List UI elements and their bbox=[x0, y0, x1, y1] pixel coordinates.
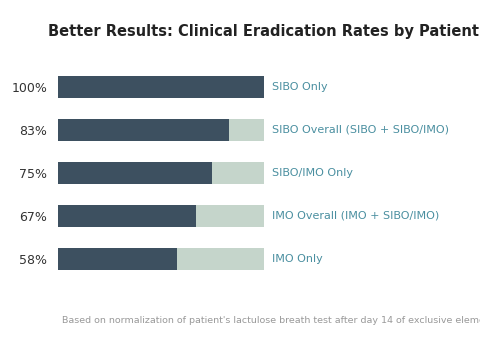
Text: Better Results: Clinical Eradication Rates by Patient Cohort: Better Results: Clinical Eradication Rat… bbox=[48, 24, 480, 39]
Text: SIBO Overall (SIBO + SIBO/IMO): SIBO Overall (SIBO + SIBO/IMO) bbox=[272, 125, 449, 135]
Text: Based on normalization of patient's lactulose breath test after day 14 of exclus: Based on normalization of patient's lact… bbox=[62, 316, 480, 325]
Bar bbox=[58, 162, 212, 184]
Bar bbox=[58, 119, 264, 141]
Bar bbox=[58, 248, 264, 270]
Text: SIBO/IMO Only: SIBO/IMO Only bbox=[272, 168, 353, 178]
Bar bbox=[58, 162, 264, 184]
Bar bbox=[58, 119, 229, 141]
Bar bbox=[58, 76, 264, 98]
Bar bbox=[58, 205, 196, 227]
Bar bbox=[58, 205, 264, 227]
Text: IMO Overall (IMO + SIBO/IMO): IMO Overall (IMO + SIBO/IMO) bbox=[272, 211, 440, 221]
Text: SIBO Only: SIBO Only bbox=[272, 82, 328, 92]
Bar bbox=[58, 248, 177, 270]
Text: IMO Only: IMO Only bbox=[272, 254, 323, 264]
Bar bbox=[58, 76, 264, 98]
